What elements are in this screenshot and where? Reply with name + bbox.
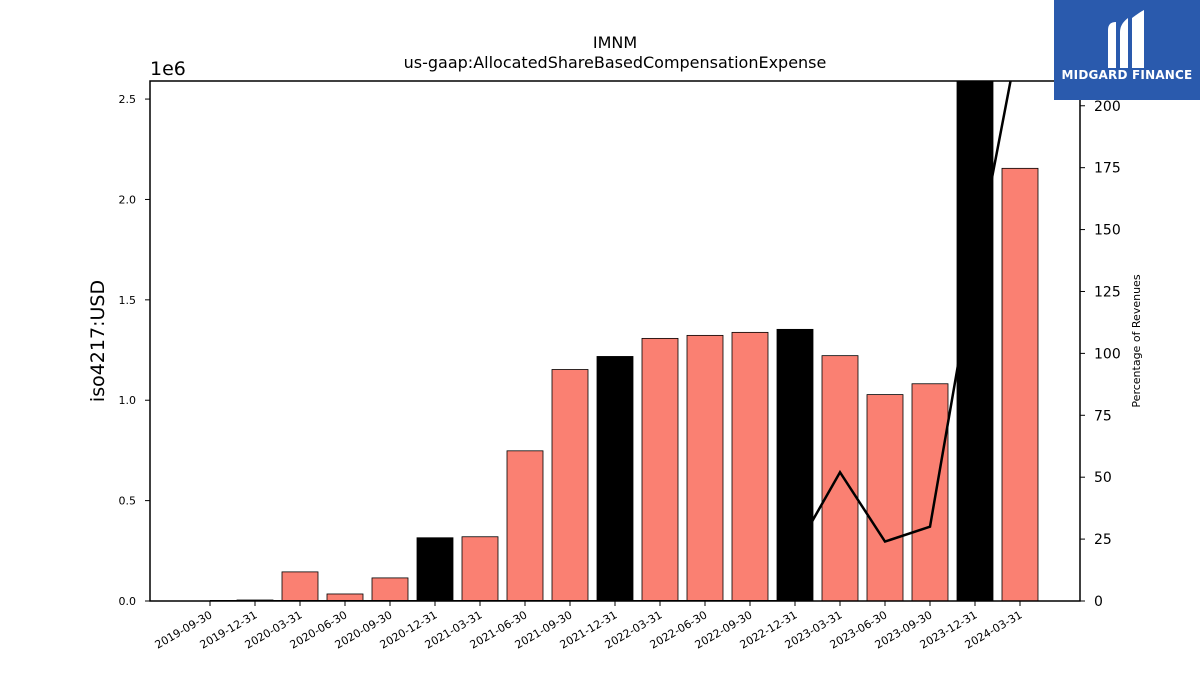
bar-2023-06-30 xyxy=(866,394,904,602)
bar-2023-09-30 xyxy=(911,383,949,602)
y2-tick-label: 200 xyxy=(1094,99,1121,115)
bar-2022-06-30 xyxy=(686,334,724,602)
bar-2020-09-30 xyxy=(371,577,409,602)
chart-title: IMNM xyxy=(593,33,637,52)
y2-tick-label: 25 xyxy=(1094,532,1112,548)
y-tick-label: 1.0 xyxy=(119,394,137,407)
bar-2021-12-31 xyxy=(596,356,634,602)
y-axis-label: iso4217:USD xyxy=(87,280,109,402)
y2-tick-label: 125 xyxy=(1094,284,1121,300)
midgard-finance-logo: MIDGARD FINANCE xyxy=(1054,0,1200,100)
y-tick-label: 2.0 xyxy=(119,193,137,206)
bar-2022-09-30 xyxy=(731,331,769,602)
bar-2023-03-31 xyxy=(821,355,859,602)
bar-2024-03-31 xyxy=(1001,167,1039,602)
bar-2022-03-31 xyxy=(641,337,679,602)
bar-2020-06-30 xyxy=(326,593,364,602)
bar-2021-03-31 xyxy=(461,536,499,602)
y-tick-label: 0.5 xyxy=(119,495,137,508)
bar-2020-03-31 xyxy=(281,571,319,602)
y2-axis-ticks: 0 25 50 75 100 125 150 175 200 xyxy=(1080,99,1121,610)
y-axis-ticks: 0.0 0.5 1.0 1.5 2.0 2.5 xyxy=(119,93,150,608)
x-axis-ticks: 2019-09-302019-12-312020-03-312020-06-30… xyxy=(153,601,1025,652)
bar-2020-12-31 xyxy=(416,537,454,602)
y2-tick-label: 50 xyxy=(1094,470,1112,486)
bar-2021-09-30 xyxy=(551,369,589,602)
y-tick-label: 2.5 xyxy=(119,93,137,106)
y2-axis-label: Percentage of Revenues xyxy=(1130,274,1143,407)
y2-tick-label: 175 xyxy=(1094,161,1121,177)
logo-text: MIDGARD FINANCE xyxy=(1061,68,1193,82)
y-offset-label: 1e6 xyxy=(150,58,186,80)
logo-mark-icon xyxy=(1108,10,1144,68)
y2-tick-label: 150 xyxy=(1094,223,1121,239)
y2-tick-label: 0 xyxy=(1094,594,1103,610)
revenue-pct-polyline xyxy=(793,81,1012,553)
y-tick-label: 1.5 xyxy=(119,294,137,307)
revenue-pct-line xyxy=(210,81,1012,601)
bar-2021-06-30 xyxy=(506,450,544,602)
chart-subtitle: us-gaap:AllocatedShareBasedCompensationE… xyxy=(404,53,827,72)
y2-tick-label: 75 xyxy=(1094,408,1112,424)
y2-tick-label: 100 xyxy=(1094,346,1121,362)
bar-2022-12-31 xyxy=(776,328,814,602)
bar-series xyxy=(236,80,1039,602)
y-tick-label: 0.0 xyxy=(119,595,137,608)
